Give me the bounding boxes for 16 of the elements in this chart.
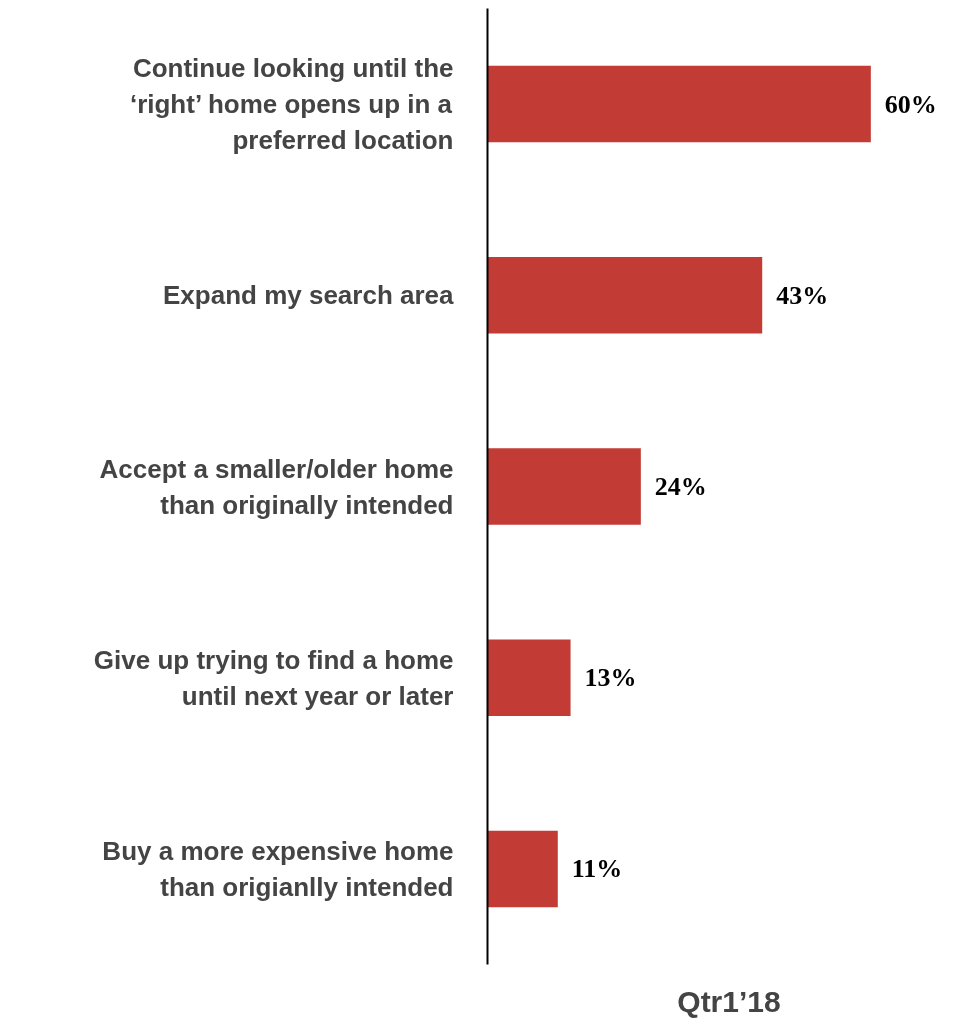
data-label: 11% <box>571 854 623 884</box>
x-axis-title: Qtr1’18 <box>677 984 781 1018</box>
bar <box>487 257 763 334</box>
data-label: 60% <box>884 89 937 119</box>
bar <box>487 448 641 525</box>
y-tick-label: Expand my search area <box>163 280 455 311</box>
bar <box>487 65 871 143</box>
bar <box>487 639 571 716</box>
y-tick-label: Give up trying to find a home until next year or later <box>93 644 454 711</box>
y-tick-label: Continue looking until the ‘right’ home opens up in a preferred location <box>129 53 454 156</box>
data-label: 24% <box>654 472 707 501</box>
y-tick-label: Buy a more expensive home than origianlly intended <box>102 835 454 902</box>
data-label: 13% <box>584 663 637 693</box>
bar <box>487 830 558 908</box>
y-tick-label: Accept a smaller/older home than originally intended <box>99 453 454 520</box>
data-label: 43% <box>776 280 829 310</box>
